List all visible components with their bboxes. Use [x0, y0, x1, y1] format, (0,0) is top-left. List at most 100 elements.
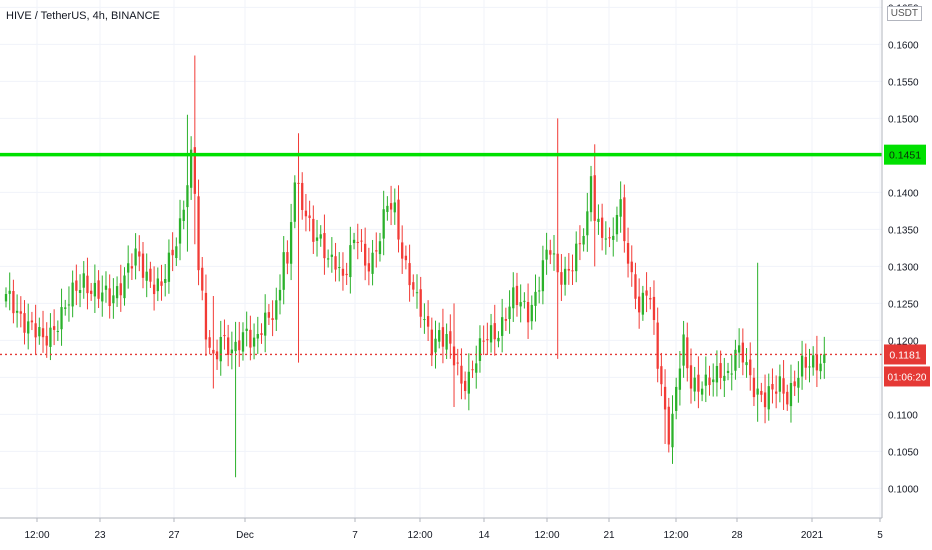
last-price-tag: 0.1181 — [889, 349, 920, 361]
candle-body — [708, 377, 711, 386]
candle-body — [145, 271, 148, 281]
candle-body — [812, 355, 815, 368]
candle-body — [201, 267, 204, 291]
candle-body — [567, 268, 570, 271]
candle-body — [67, 304, 71, 306]
candle-body — [189, 149, 193, 188]
candle-body — [723, 375, 726, 381]
candle-body — [434, 338, 437, 353]
time-axis[interactable]: 12:00 23 27 Dec 7 12:00 14 12:00 21 12:00 28 2021 5 — [0, 517, 883, 541]
candle-body — [619, 199, 622, 217]
candle-body — [401, 242, 404, 259]
chart-grid — [0, 0, 882, 518]
candle-body — [660, 366, 663, 385]
candle-body — [182, 209, 185, 222]
candle-body — [256, 334, 259, 339]
price-tick-label: 0.1200 — [888, 336, 919, 347]
candle-body — [452, 346, 456, 366]
candle-body — [737, 345, 741, 353]
candle-body — [426, 316, 430, 327]
candle-body — [519, 302, 522, 307]
candle-body — [649, 298, 652, 300]
candle-body — [512, 287, 515, 309]
candle-body — [486, 339, 489, 341]
candle-body — [12, 291, 15, 314]
candle-body — [275, 300, 278, 320]
candle-body — [571, 270, 574, 272]
countdown-tag-bg — [884, 366, 930, 387]
candle-body — [49, 327, 52, 347]
candle-body — [223, 335, 226, 337]
candle-body — [501, 317, 504, 336]
candle-body — [545, 249, 548, 260]
time-tick-label: 14 — [478, 530, 490, 541]
candle-body — [778, 376, 782, 392]
candle-body — [289, 222, 293, 264]
candle-body — [171, 249, 174, 256]
candle-body — [286, 252, 289, 264]
time-tick-label: 21 — [603, 530, 615, 541]
price-tick-label: 0.1500 — [888, 114, 919, 125]
candle-body — [119, 283, 122, 296]
candle-body — [304, 210, 308, 217]
candle-body — [356, 241, 359, 243]
candle-body — [15, 310, 19, 313]
candle-body — [367, 263, 371, 272]
candle-body — [349, 245, 352, 278]
price-tick-label: 0.1050 — [888, 447, 919, 458]
candle-body — [204, 292, 208, 340]
candle-body — [675, 386, 678, 411]
candle-body — [238, 340, 241, 351]
candle-body — [389, 203, 393, 210]
candle-body — [671, 413, 674, 448]
candle-body — [815, 354, 819, 371]
candlestick-series — [4, 55, 826, 478]
candle-body — [582, 235, 585, 245]
candle-body — [663, 386, 667, 410]
candle-body — [752, 377, 756, 398]
candle-body — [352, 239, 356, 244]
candle-body — [526, 301, 530, 323]
candle-body — [800, 355, 804, 377]
candle-body — [30, 320, 34, 323]
candle-body — [249, 329, 252, 348]
candle-body — [134, 248, 137, 266]
candle-body — [271, 318, 274, 321]
candle-body — [104, 285, 108, 290]
candle-body — [75, 280, 78, 291]
candle-body — [230, 349, 234, 354]
candle-body — [215, 351, 219, 360]
time-tick-label: 12:00 — [663, 530, 688, 541]
candle-body — [541, 260, 545, 292]
candle-body — [767, 386, 770, 410]
candle-body — [482, 340, 485, 342]
candle-body — [489, 325, 493, 343]
candle-body — [441, 327, 445, 347]
candle-body — [82, 273, 85, 288]
candle-body — [623, 197, 626, 242]
candle-body — [597, 218, 600, 222]
time-tick-label: 5 — [877, 530, 883, 541]
candle-body — [301, 182, 304, 211]
candle-body — [364, 243, 367, 266]
candle-body — [326, 258, 330, 260]
candle-body — [819, 363, 822, 372]
candle-body — [108, 288, 111, 307]
candle-body — [38, 327, 41, 337]
candle-body — [715, 365, 719, 383]
candle-body — [164, 278, 167, 283]
candle-body — [771, 383, 774, 390]
price-axis-unit[interactable]: USDT — [886, 6, 922, 21]
candle-body — [730, 373, 733, 375]
candle-body — [360, 240, 363, 242]
candle-body — [8, 290, 11, 294]
candle-body — [745, 362, 748, 366]
candle-body — [408, 263, 411, 286]
candle-body — [378, 241, 382, 255]
price-axis[interactable]: 0.16500.16000.15500.15000.14500.14000.13… — [881, 0, 932, 550]
candle-body — [252, 337, 256, 347]
candle-body — [741, 342, 744, 363]
candle-body — [497, 337, 500, 342]
time-tick-label: 12:00 — [407, 530, 432, 541]
